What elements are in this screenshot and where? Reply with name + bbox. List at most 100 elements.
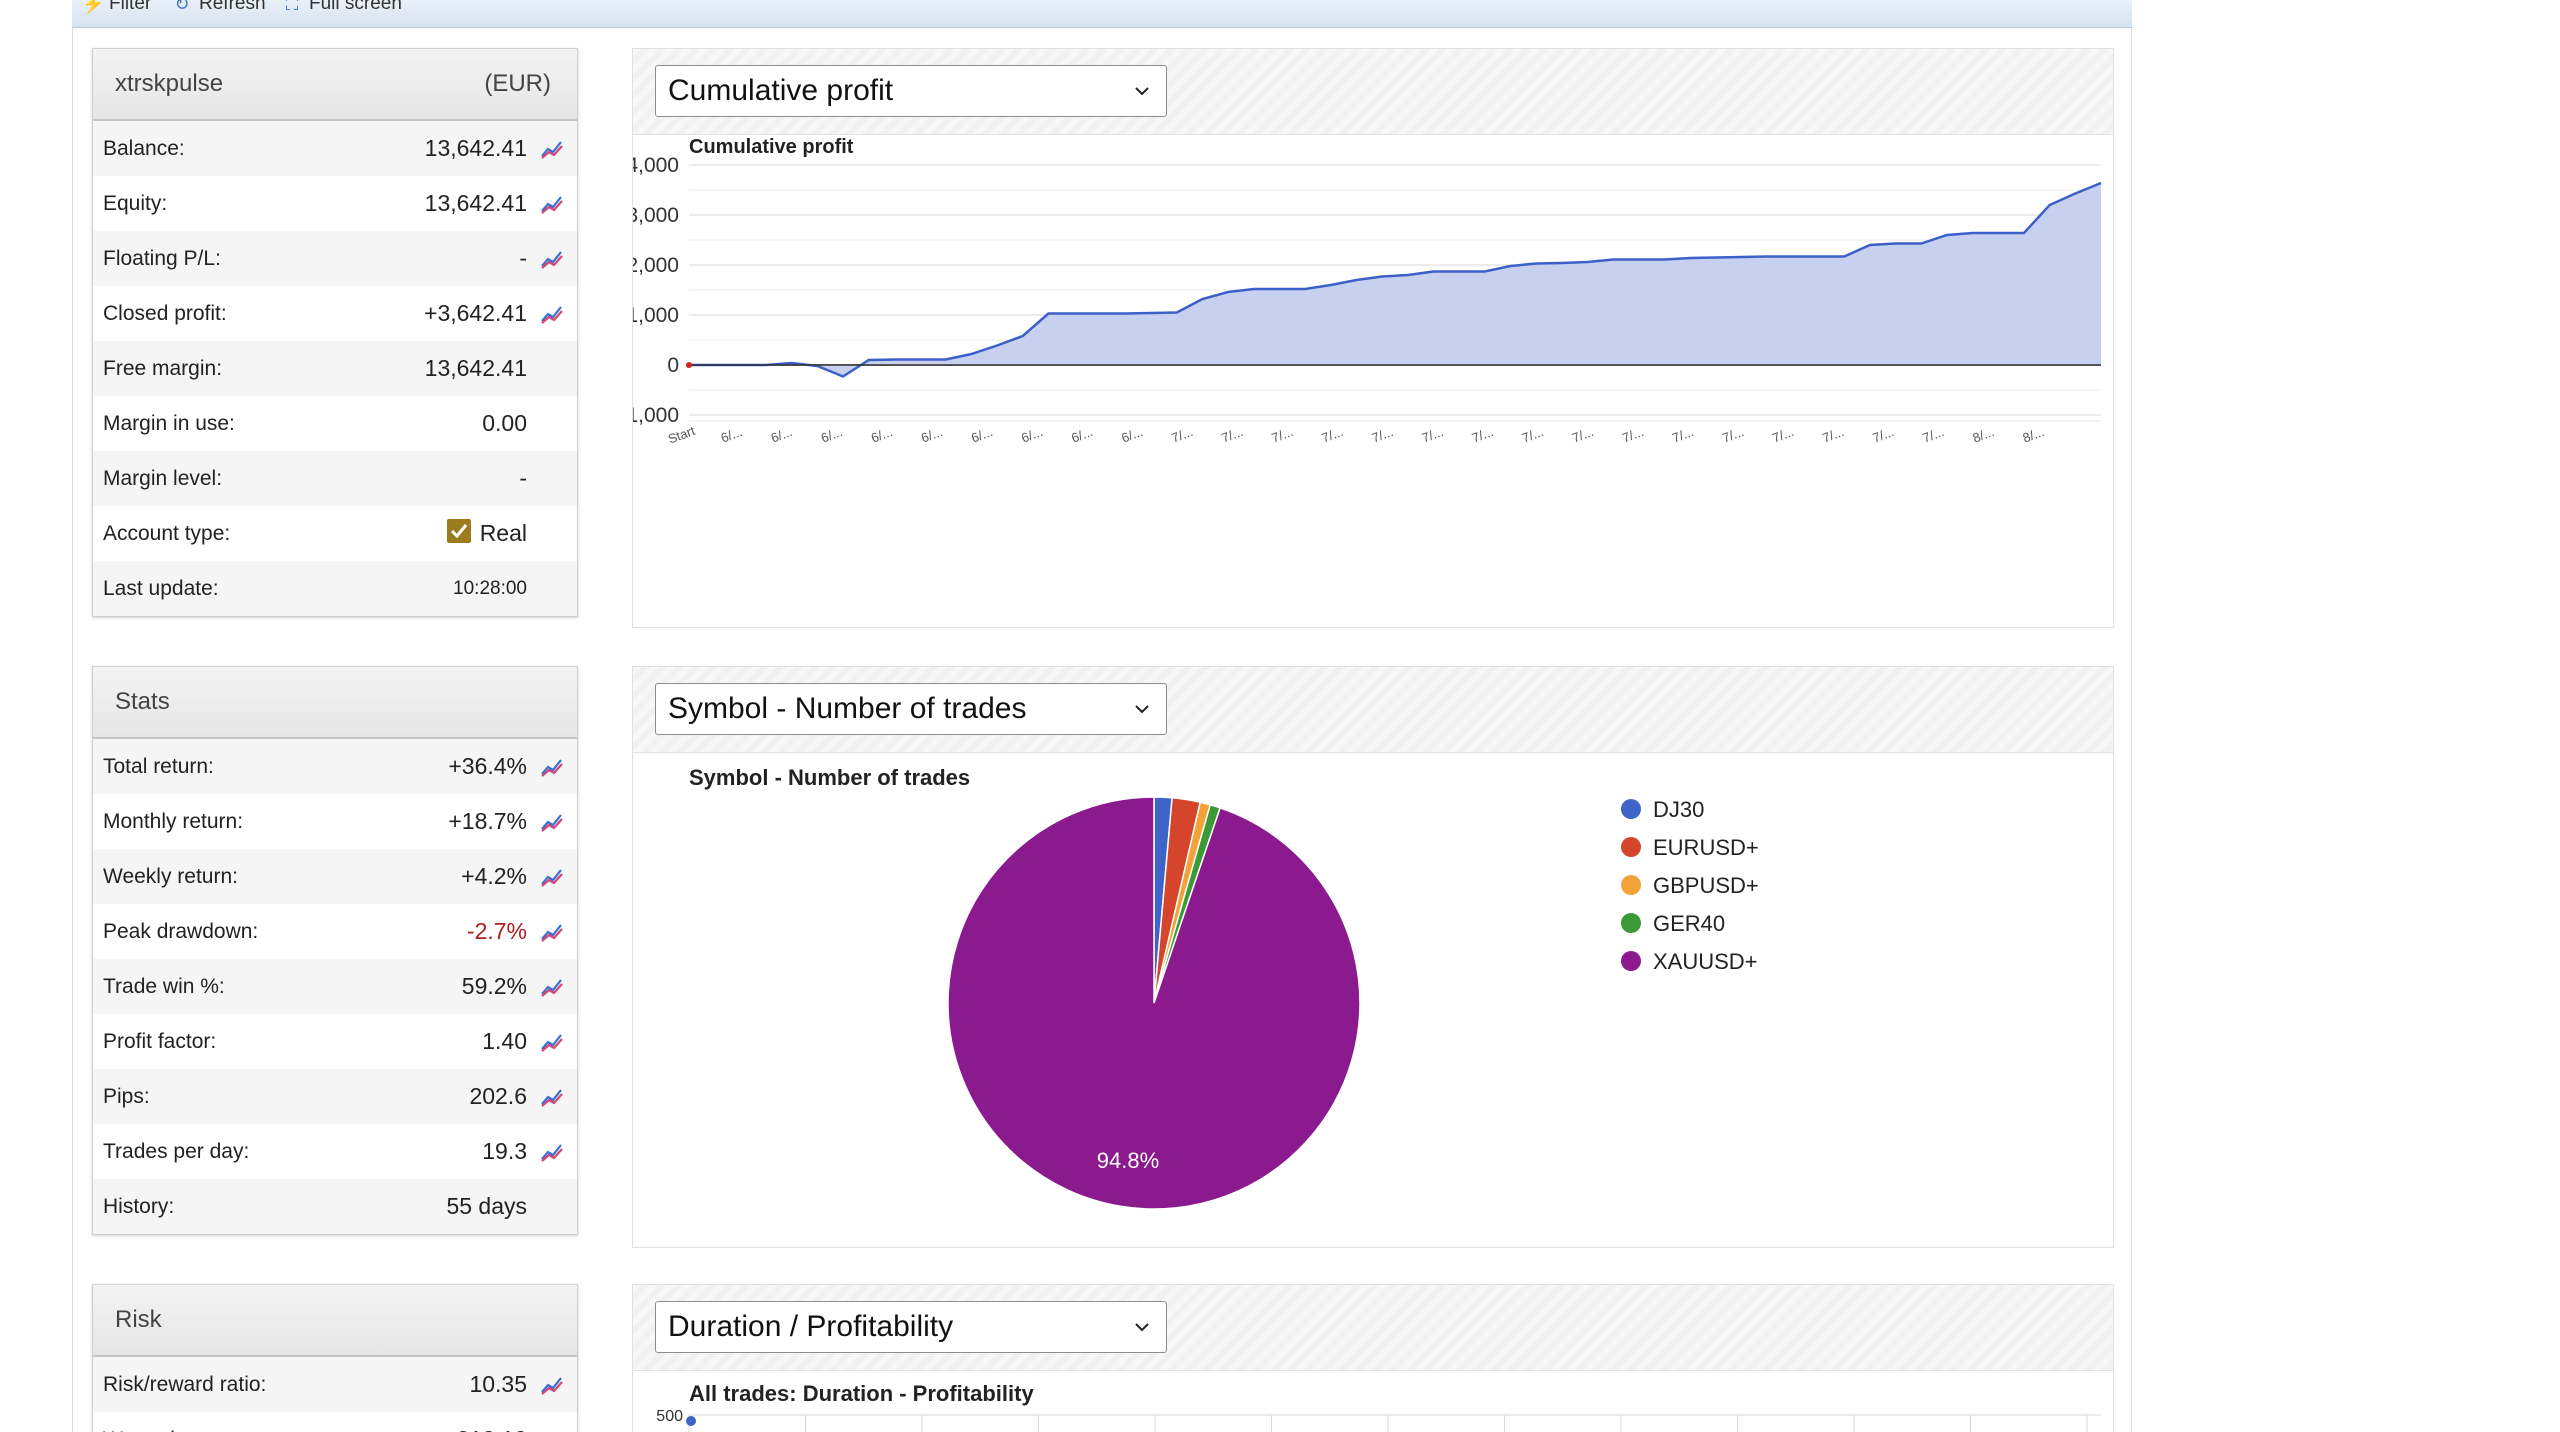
y-tick-label: 4,000 [633, 154, 679, 177]
stat-row: Total return: +36.4% [93, 739, 577, 794]
stat-label: Worst day: [103, 1428, 347, 1432]
stat-row: Closed profit: +3,642.41 [93, 286, 577, 341]
x-tick-label: 6/... [819, 424, 845, 446]
filter-button[interactable]: ⚡ Filter [82, 0, 151, 17]
stat-label: Margin in use: [103, 411, 235, 435]
account-type-value: Real [479, 520, 527, 546]
legend-swatch [1621, 913, 1641, 933]
refresh-button[interactable]: ↻ Refresh [172, 0, 266, 17]
stat-row: Balance: 13,642.41 [93, 121, 577, 176]
stat-label: Margin level: [103, 466, 223, 490]
risk-widget: Risk Risk/reward ratio: 10.35 Worst day:21… [92, 1284, 578, 1432]
symbol-trades-panel-header: Symbol - Number of trades [633, 667, 2113, 753]
view-chart-button[interactable] [527, 1373, 577, 1397]
stat-value: 13,642.41 [424, 355, 527, 381]
stat-row: Profit factor: 1.40 [93, 1014, 577, 1069]
view-chart-button[interactable] [527, 755, 577, 779]
risk-header: Risk [93, 1285, 577, 1357]
chart-icon [541, 195, 563, 214]
stat-label: Equity: [103, 191, 168, 215]
stat-value: Real [347, 518, 527, 550]
view-chart-button[interactable] [527, 975, 577, 999]
x-tick-label: 6/... [1019, 424, 1045, 446]
chevron-down-icon [1135, 705, 1149, 714]
stat-label: Weekly return: [103, 864, 238, 888]
stat-label: Trade win %: [103, 974, 225, 998]
legend-swatch [1621, 951, 1641, 971]
chart-icon [541, 758, 563, 777]
view-chart-button[interactable] [527, 247, 577, 271]
view-chart-button[interactable] [527, 1428, 577, 1432]
stat-row: Margin in use: 0.00 [93, 396, 577, 451]
x-tick-label: 7/... [1470, 424, 1496, 446]
x-tick-label: 7/... [1921, 424, 1947, 446]
x-tick-label: 7/... [1320, 424, 1346, 446]
stat-value: +18.7% [448, 808, 527, 834]
view-chart-button[interactable] [527, 1030, 577, 1054]
y-tick-label: 0 [667, 354, 679, 377]
x-tick-label: 7/... [1220, 424, 1246, 446]
account-header: xtrskpulse (EUR) [93, 49, 577, 121]
stat-row: Pips: 202.6 [93, 1069, 577, 1124]
risk-title: Risk [115, 1306, 162, 1333]
stat-label: Pips: [103, 1084, 150, 1108]
chart-title: All trades: Duration - Profitability [689, 1381, 1034, 1406]
legend-label: GBPUSD+ [1653, 873, 1759, 898]
stat-label: Account type: [103, 521, 231, 545]
chart-icon [541, 1033, 563, 1052]
view-chart-button[interactable] [527, 137, 577, 161]
slice-label: 94.8% [1097, 1148, 1159, 1173]
view-chart-button[interactable] [527, 810, 577, 834]
stat-row: Trade win %: 59.2% [93, 959, 577, 1014]
view-chart-button[interactable] [527, 920, 577, 944]
x-tick-label: 7/... [1620, 424, 1646, 446]
stat-value: 55 days [446, 1193, 527, 1219]
x-tick-label: 6/... [719, 424, 745, 446]
y-tick-label: 1,000 [633, 304, 679, 327]
x-tick-label: 7/... [1720, 424, 1746, 446]
stat-value: 10:28:00 [453, 577, 527, 599]
duration-profitability-chart: All trades: Duration - Profitability 500 [656, 1381, 2101, 1432]
pie-slice [947, 796, 1361, 1210]
stat-value: +4.2% [461, 863, 527, 889]
chart-type-select[interactable]: Symbol - Number of trades [655, 683, 1167, 735]
account-currency: (EUR) [484, 70, 551, 97]
duration-profitability-panel: Duration / Profitability All trades: Dur… [632, 1284, 2114, 1432]
stat-value: 10.35 [469, 1371, 527, 1397]
chart-type-select[interactable]: Duration / Profitability [655, 1301, 1167, 1353]
stat-row: History: 55 days [93, 1179, 577, 1234]
chart-icon [541, 305, 563, 324]
stat-label: Profit factor: [103, 1029, 217, 1053]
stat-row: Worst day:212.10 [93, 1412, 577, 1432]
legend-swatch [1621, 799, 1641, 819]
refresh-label: Refresh [199, 0, 266, 14]
stats-title: Stats [115, 688, 170, 715]
view-chart-button[interactable] [527, 1085, 577, 1109]
x-tick-label: 7/... [1670, 424, 1696, 446]
cumulative-profit-chart: Cumulative profit 4,000 3,000 2,000 1,000 0 -1… [633, 136, 2102, 447]
stat-value: 13,642.41 [424, 190, 527, 216]
account-widget: xtrskpulse (EUR) Balance: 13,642.41 Equity… [92, 48, 578, 617]
chart-icon [541, 1376, 563, 1395]
view-chart-button[interactable] [527, 1140, 577, 1164]
stat-row: Margin level: - [93, 451, 577, 506]
x-tick-label: 7/... [1520, 424, 1546, 446]
view-chart-button[interactable] [527, 192, 577, 216]
filter-label: Filter [109, 0, 152, 14]
chart-icon [541, 868, 563, 887]
chart-icon [541, 978, 563, 997]
y-tick-label: -1,000 [633, 404, 679, 427]
chart-type-select-value: Cumulative profit [668, 74, 894, 107]
view-chart-button[interactable] [527, 865, 577, 889]
stat-label: Closed profit: [103, 301, 227, 325]
legend-swatch [1621, 837, 1641, 857]
chart-icon [541, 813, 563, 832]
fullscreen-button[interactable]: ⛶ Full screen [282, 0, 402, 17]
stat-label: Monthly return: [103, 809, 244, 833]
view-chart-button[interactable] [527, 302, 577, 326]
stat-label: Free margin: [103, 356, 223, 380]
chart-type-select[interactable]: Cumulative profit [655, 65, 1167, 117]
account-name: xtrskpulse [115, 70, 224, 97]
stats-header: Stats [93, 667, 577, 739]
symbol-pie-chart: Symbol - Number of trades 94.8% DJ30 EURUSD… [689, 765, 1759, 1210]
